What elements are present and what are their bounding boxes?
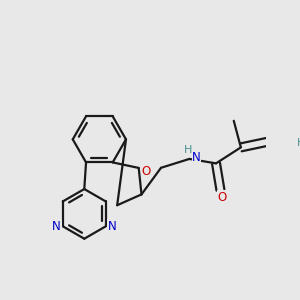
Text: O: O bbox=[141, 165, 150, 178]
Text: O: O bbox=[218, 190, 227, 204]
Text: N: N bbox=[52, 220, 61, 233]
Text: H: H bbox=[183, 145, 192, 155]
Text: N: N bbox=[108, 220, 116, 233]
Text: N: N bbox=[192, 151, 201, 164]
Text: H: H bbox=[297, 138, 300, 148]
